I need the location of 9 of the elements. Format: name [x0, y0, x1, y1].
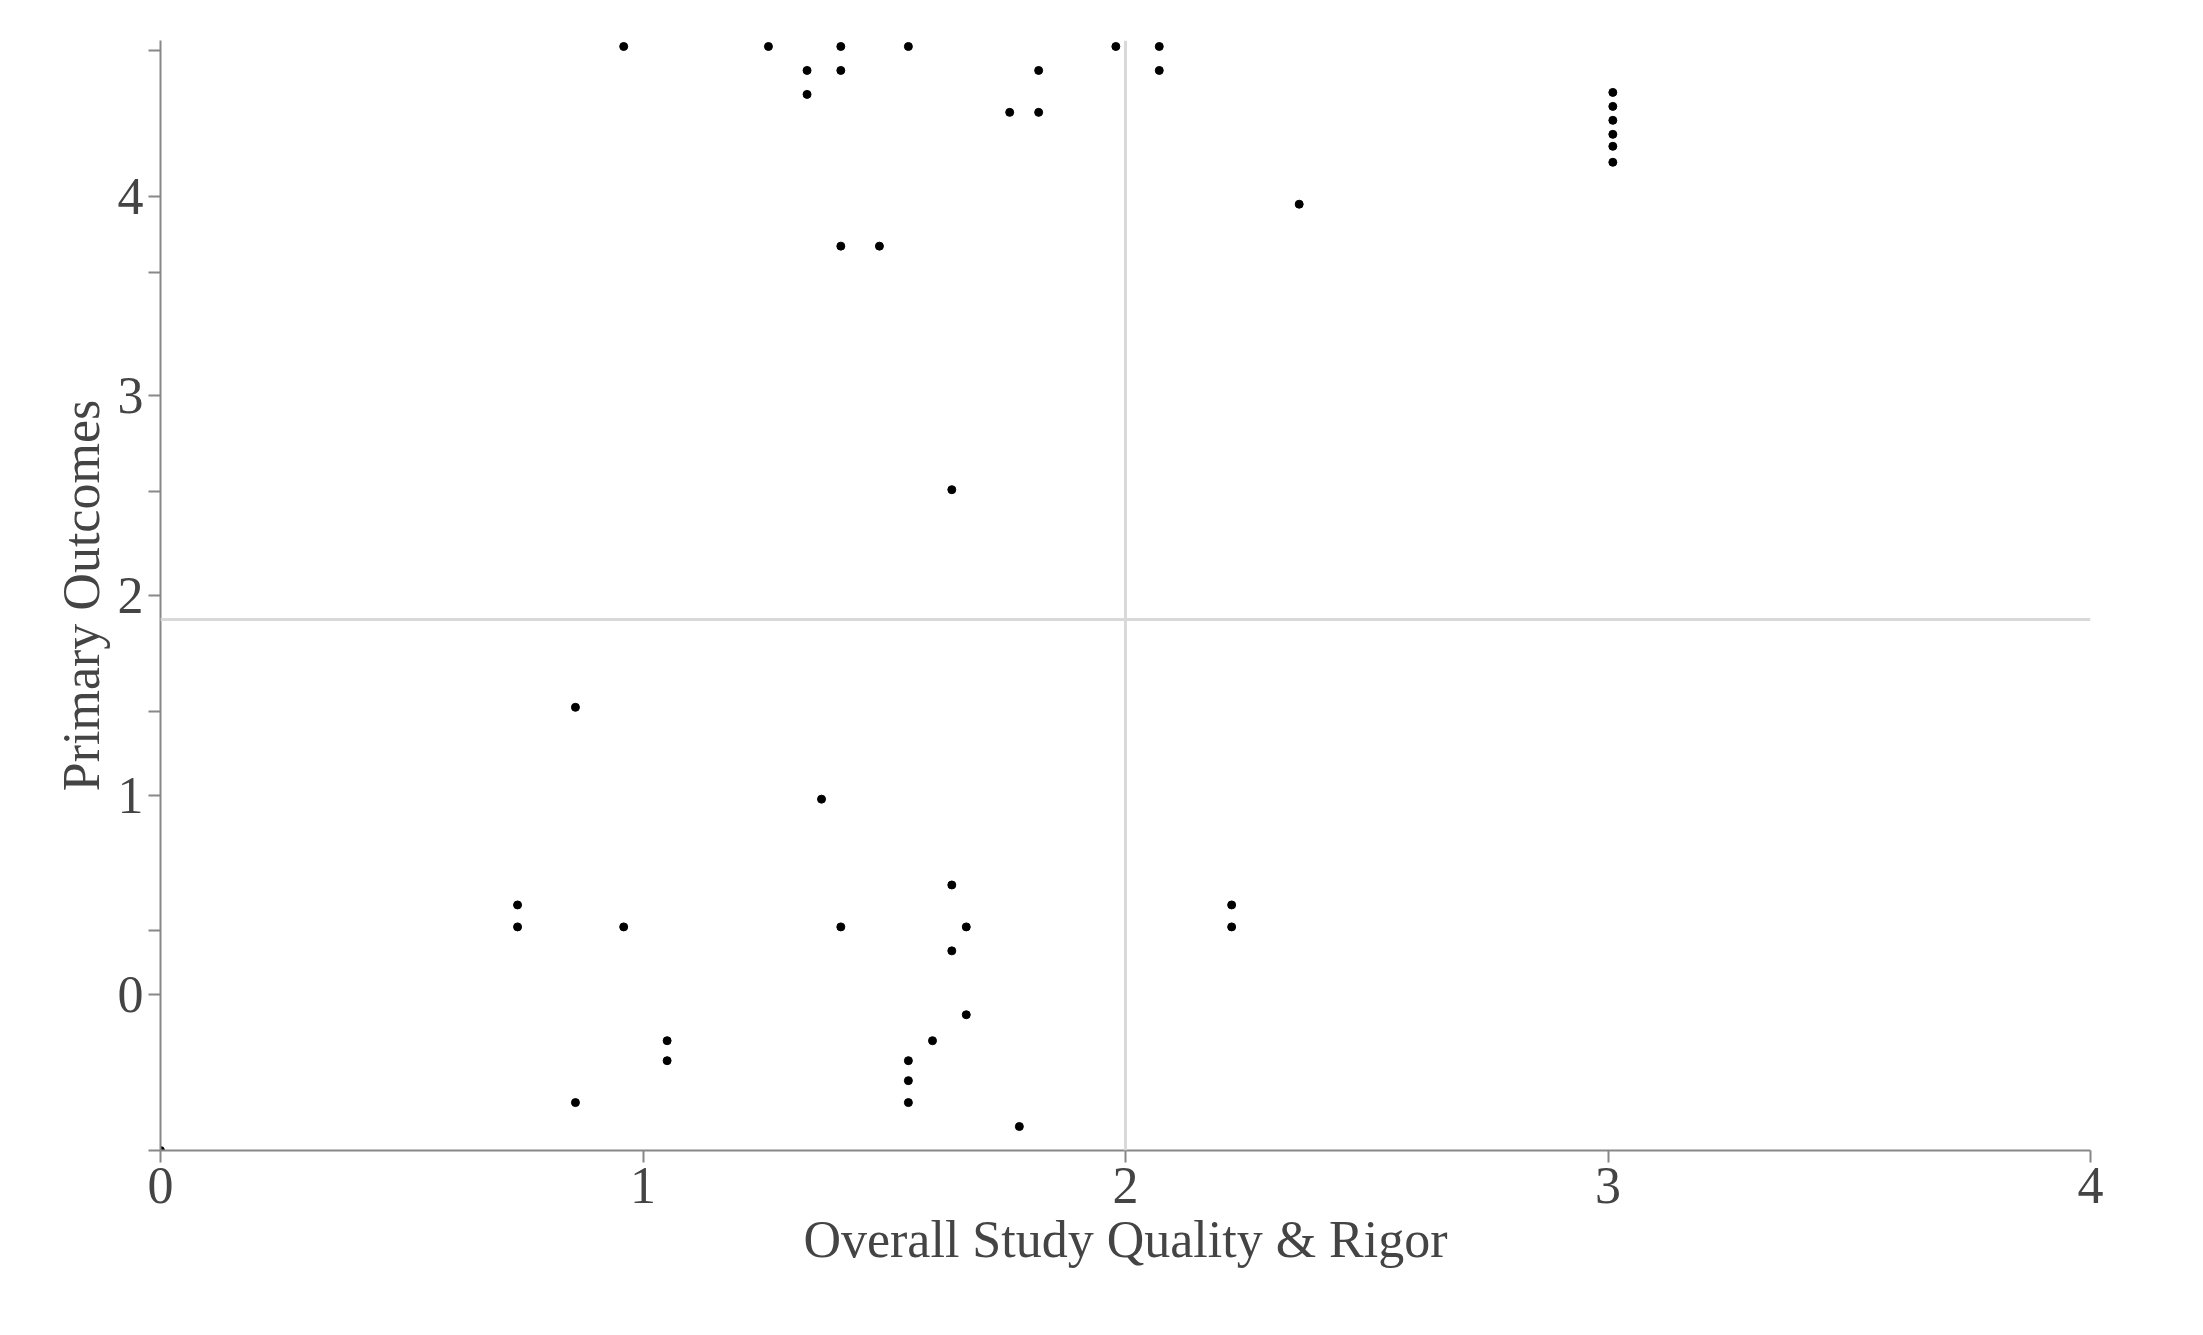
y-tick-label: 2: [117, 567, 144, 624]
y-tick-label: 3: [117, 367, 144, 425]
x-tick-label: 1: [630, 1156, 656, 1214]
y-tick-label: 4: [117, 167, 144, 225]
x-tick-label: 3: [1595, 1156, 1621, 1214]
y-tick-label: 1: [117, 766, 144, 824]
x-tick-label: 4: [2077, 1156, 2104, 1214]
y-tick-label: 0: [117, 966, 144, 1024]
y-axis-title: Primary Outcomes: [52, 399, 110, 792]
